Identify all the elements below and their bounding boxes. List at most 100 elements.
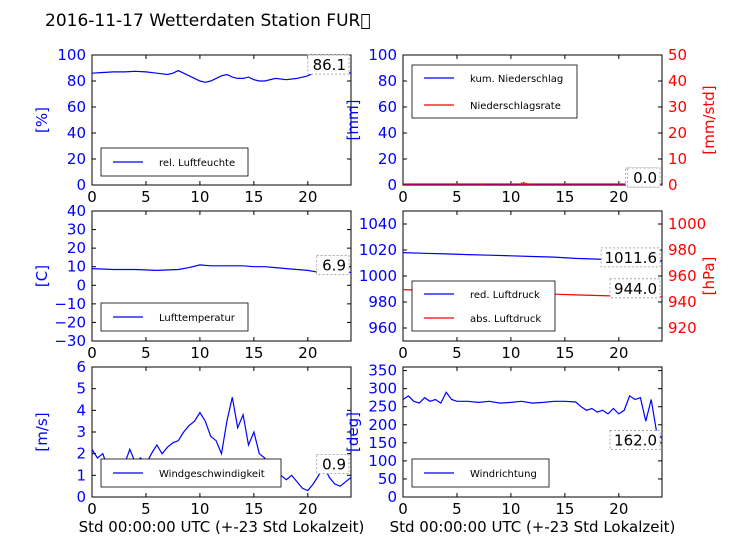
x-tick-label: 0 bbox=[398, 500, 408, 518]
legend-label: kum. Niederschlag bbox=[470, 74, 563, 85]
y-right-tick-label: 50 bbox=[668, 46, 687, 64]
series-line bbox=[91, 264, 352, 274]
y-tick-label: −10 bbox=[54, 295, 86, 313]
y-tick-label: 0 bbox=[76, 488, 86, 506]
value-annotation: 0.0 bbox=[633, 169, 657, 187]
x-tick-label: 20 bbox=[298, 188, 317, 206]
x-tick-label: 10 bbox=[501, 344, 520, 362]
plot-frame bbox=[91, 54, 352, 186]
legend-label: rel. Luftfeuchte bbox=[159, 158, 235, 169]
value-annotation-box bbox=[609, 278, 661, 299]
x-tick-label: 20 bbox=[609, 500, 628, 518]
value-annotation: 86.1 bbox=[313, 56, 346, 74]
value-annotation: 944.0 bbox=[614, 280, 657, 298]
y-axis-label: [%] bbox=[33, 107, 51, 133]
y-tick-label: 40 bbox=[378, 124, 397, 142]
x-tick-label: 20 bbox=[298, 344, 317, 362]
y-tick-label: 1040 bbox=[359, 215, 397, 233]
value-annotation-box bbox=[609, 430, 661, 450]
y-tick-label: 20 bbox=[67, 239, 86, 257]
y-tick-label: 30 bbox=[67, 221, 86, 239]
y-right-tick-label: 30 bbox=[668, 98, 687, 116]
x-tick-label: 0 bbox=[398, 344, 408, 362]
x-tick-label: 0 bbox=[398, 188, 408, 206]
y-tick-label: 200 bbox=[368, 416, 397, 434]
y-tick-label: 10 bbox=[67, 258, 86, 276]
y-tick-label: −30 bbox=[54, 332, 86, 350]
x-tick-label: 5 bbox=[141, 188, 151, 206]
x-tick-label: 20 bbox=[298, 500, 317, 518]
y-tick-label: 80 bbox=[378, 72, 397, 90]
y-right-tick-label: 0 bbox=[668, 176, 678, 194]
x-tick-label: 15 bbox=[244, 500, 263, 518]
y-tick-label: 350 bbox=[368, 362, 397, 380]
value-annotation-box bbox=[316, 254, 350, 275]
chart-title: 2016-11-17 Wetterdaten Station FUR  bbox=[45, 11, 371, 31]
y-tick-label: 60 bbox=[67, 98, 86, 116]
y-tick-label: 1020 bbox=[359, 241, 397, 259]
y-tick-label: 0 bbox=[76, 276, 86, 294]
y-right-tick-label: 960 bbox=[668, 267, 697, 285]
y-axis-label: [mm] bbox=[344, 100, 362, 141]
x-axis-label: Std 00:00:00 UTC (+-23 Std Lokalzeit) bbox=[79, 518, 365, 536]
y-tick-label: 250 bbox=[368, 398, 397, 416]
legend-label: Windrichtung bbox=[470, 469, 537, 480]
y-tick-label: 80 bbox=[67, 72, 86, 90]
legend-box bbox=[411, 280, 556, 332]
y-tick-label: 60 bbox=[378, 98, 397, 116]
value-annotation-box bbox=[600, 247, 661, 268]
y-tick-label: 100 bbox=[368, 46, 397, 64]
x-tick-label: 15 bbox=[555, 344, 574, 362]
y-tick-label: 1 bbox=[76, 466, 86, 484]
series-line bbox=[402, 391, 663, 439]
y-tick-label: 100 bbox=[57, 46, 86, 64]
value-annotation: 6.9 bbox=[322, 256, 346, 274]
y-right-tick-label: 40 bbox=[668, 72, 687, 90]
x-tick-label: 5 bbox=[452, 188, 462, 206]
y-right-tick-label: 20 bbox=[668, 124, 687, 142]
panel-pressure: 0 5 10 15 20 960 980 1000 1020 1040 920 940 960 980 10… bbox=[359, 210, 718, 362]
y-right-axis-label: [mm/std] bbox=[700, 85, 718, 154]
plot-frame bbox=[402, 366, 663, 498]
x-tick-label: 5 bbox=[141, 344, 151, 362]
y-tick-label: 0 bbox=[76, 176, 86, 194]
x-tick-label: 15 bbox=[244, 188, 263, 206]
legend-label: Windgeschwindigkeit bbox=[159, 469, 265, 480]
y-tick-label: 1000 bbox=[359, 267, 397, 285]
x-tick-label: 0 bbox=[87, 344, 97, 362]
y-axis-label: [deg] bbox=[344, 412, 362, 452]
x-tick-label: 20 bbox=[609, 344, 628, 362]
value-annotation: 1011.6 bbox=[605, 249, 658, 267]
y-tick-label: 980 bbox=[368, 293, 397, 311]
x-tick-label: 0 bbox=[87, 500, 97, 518]
y-tick-label: 300 bbox=[368, 380, 397, 398]
x-tick-label: 0 bbox=[87, 188, 97, 206]
y-tick-label: 6 bbox=[76, 358, 86, 376]
y-tick-label: 4 bbox=[76, 401, 86, 419]
y-tick-label: 20 bbox=[67, 150, 86, 168]
x-tick-label: 20 bbox=[609, 188, 628, 206]
legend-label: abs. Luftdruck bbox=[470, 314, 541, 325]
x-tick-label: 15 bbox=[555, 500, 574, 518]
value-annotation-box bbox=[627, 167, 661, 188]
y-right-tick-label: 940 bbox=[668, 293, 697, 311]
x-tick-label: 5 bbox=[141, 500, 151, 518]
y-tick-label: 20 bbox=[378, 150, 397, 168]
x-tick-label: 10 bbox=[190, 344, 209, 362]
y-tick-label: −20 bbox=[54, 313, 86, 331]
y-right-tick-label: 1000 bbox=[668, 215, 706, 233]
y-tick-label: 0 bbox=[387, 488, 397, 506]
y-tick-label: 40 bbox=[67, 124, 86, 142]
x-tick-label: 10 bbox=[501, 188, 520, 206]
y-tick-label: 150 bbox=[368, 434, 397, 452]
y-right-tick-label: 980 bbox=[668, 241, 697, 259]
value-annotation-box bbox=[316, 454, 350, 474]
y-right-tick-label: 920 bbox=[668, 319, 697, 337]
y-right-tick-label: 10 bbox=[668, 150, 687, 168]
x-tick-label: 10 bbox=[501, 500, 520, 518]
y-tick-label: 960 bbox=[368, 319, 397, 337]
y-tick-label: 0 bbox=[387, 176, 397, 194]
y-axis-label: [C] bbox=[33, 265, 51, 287]
